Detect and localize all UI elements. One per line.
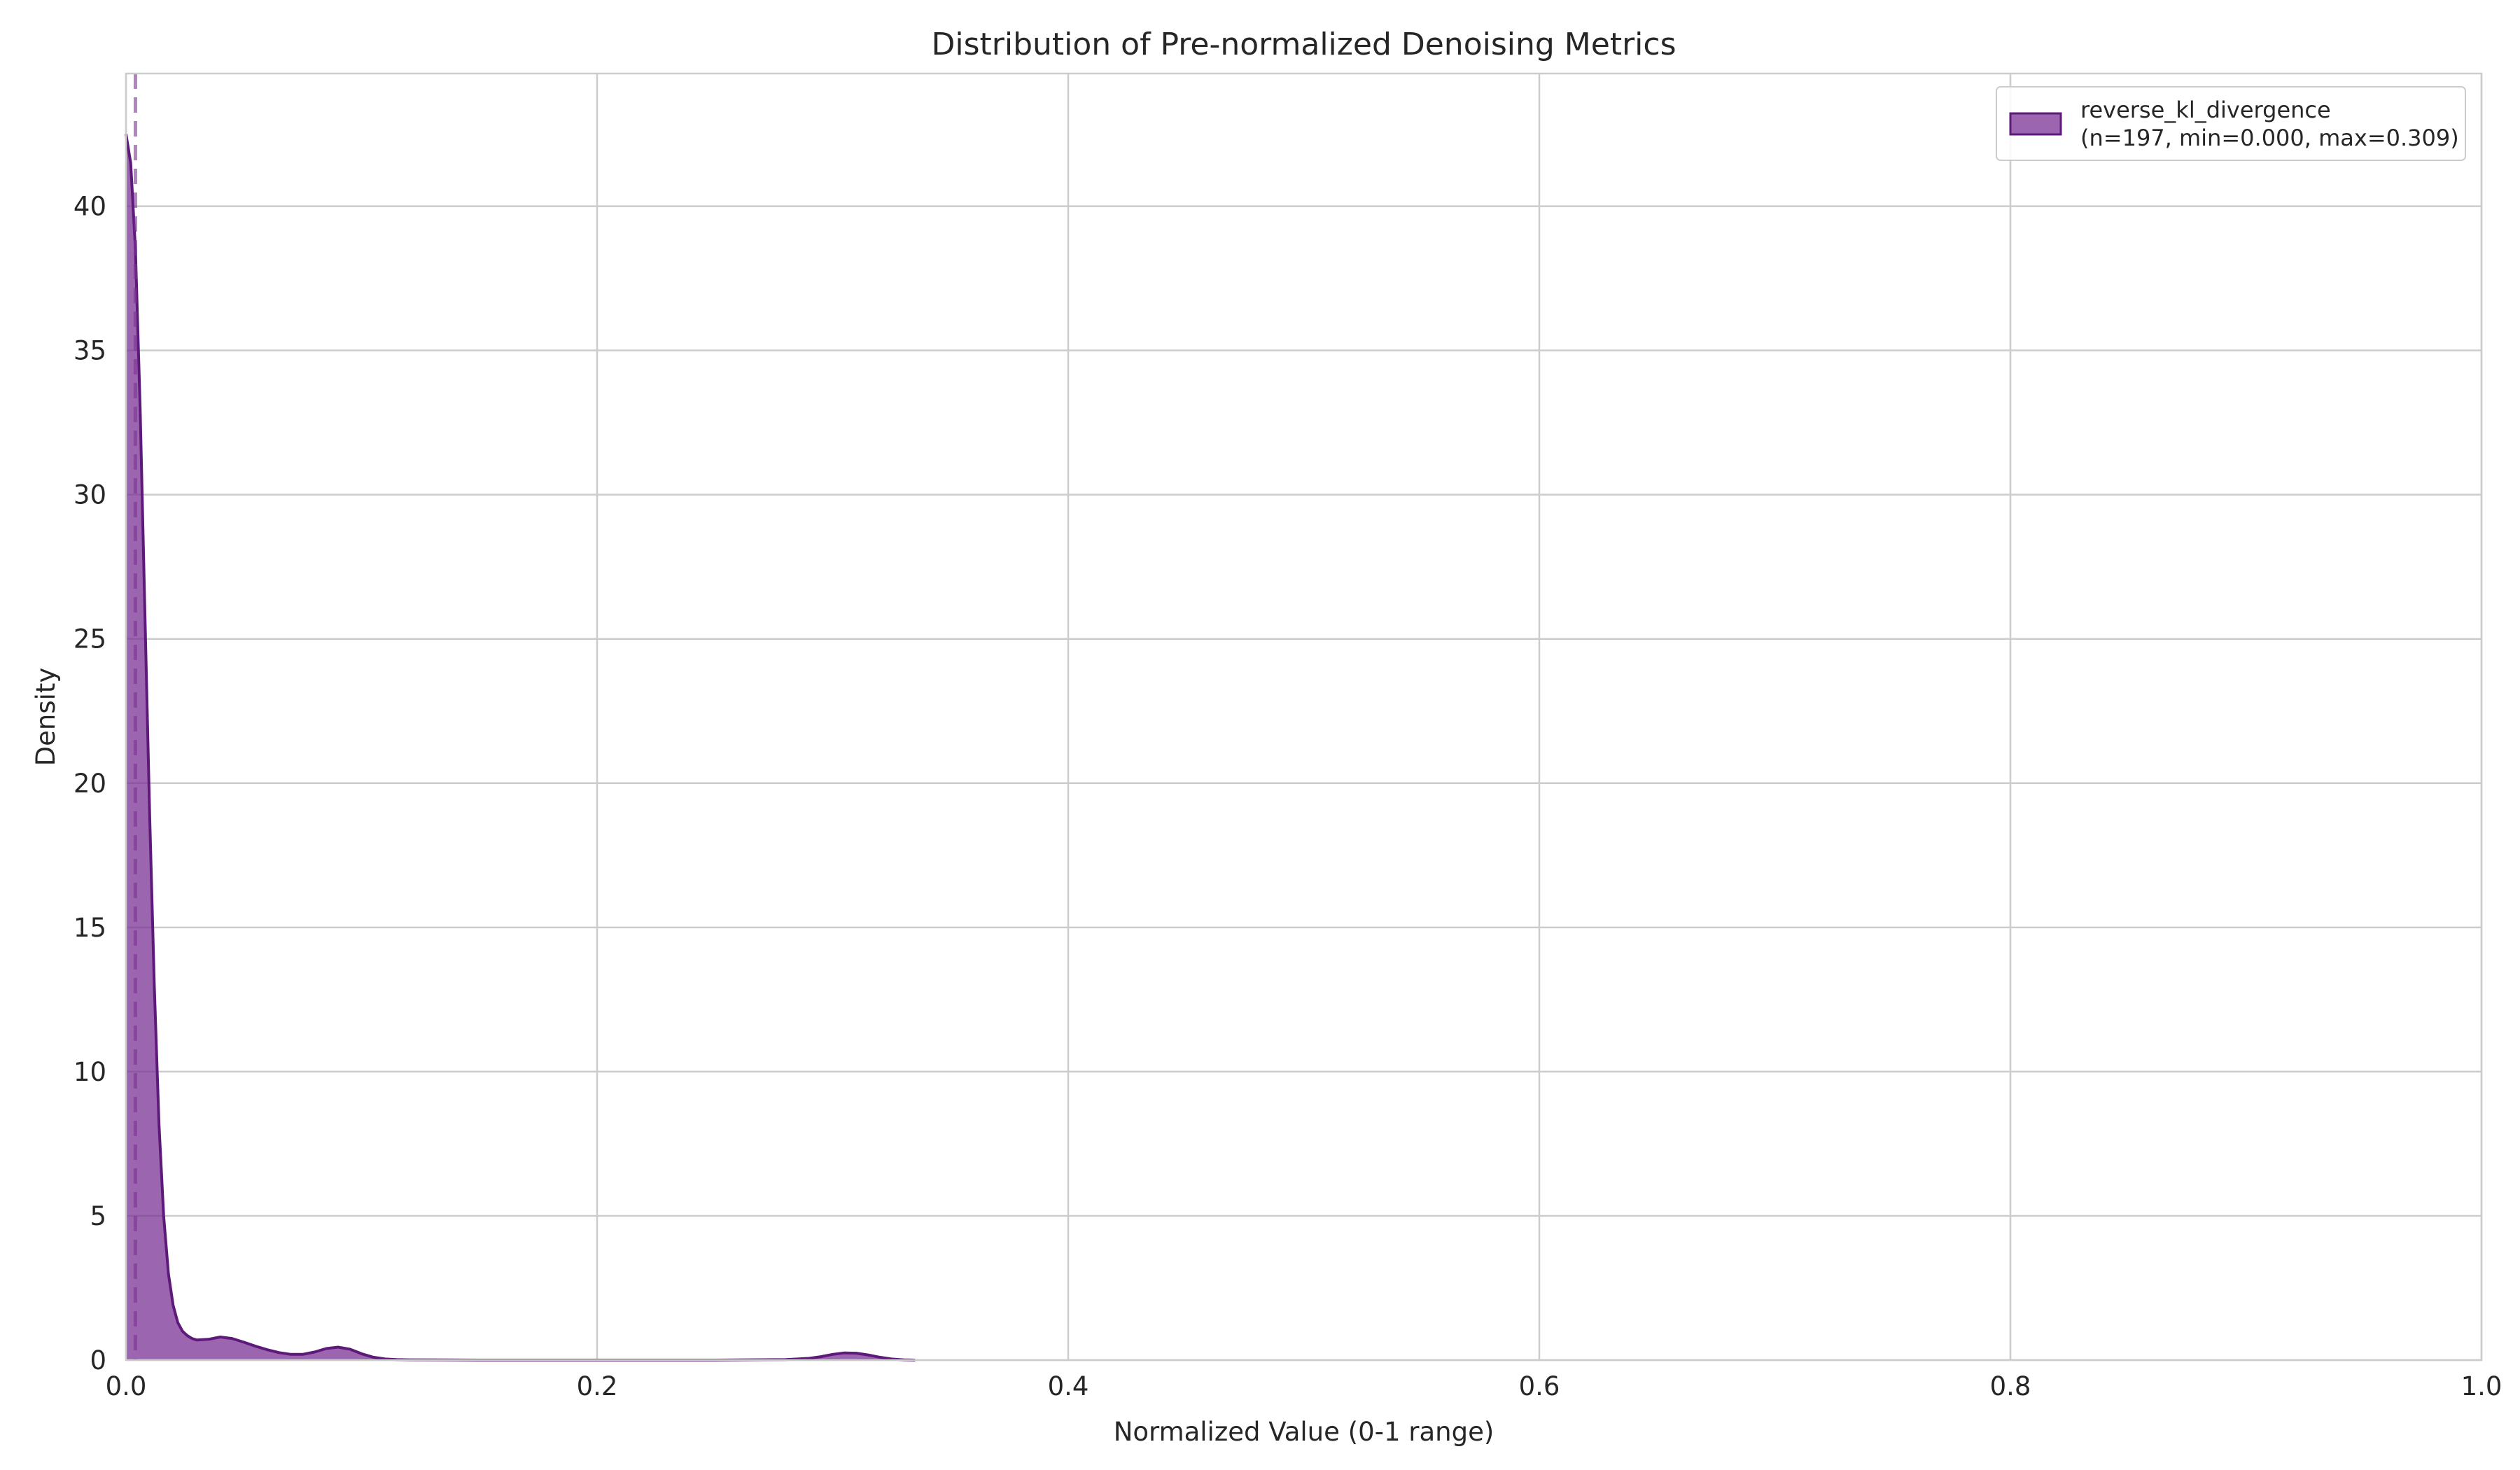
y-tick-label: 25 <box>74 624 106 654</box>
series-area-layer <box>125 134 916 1362</box>
x-tick-label: 0.4 <box>1048 1371 1089 1401</box>
plot-frame <box>125 72 2483 1362</box>
y-axis-label: Density <box>31 668 61 766</box>
y-tick-label: 30 <box>74 480 106 510</box>
x-axis-label: Normalized Value (0-1 range) <box>1114 1417 1494 1447</box>
y-tick-label: 15 <box>74 913 106 943</box>
y-tick-label: 35 <box>74 336 106 366</box>
y-tick-label: 20 <box>74 769 106 799</box>
x-tick-label: 0.2 <box>577 1371 618 1401</box>
legend-label-series-stats: (n=197, min=0.000, max=0.309) <box>2080 125 2459 151</box>
x-tick-label: 0.0 <box>106 1371 147 1401</box>
x-tick-labels: 0.0 0.2 0.4 0.6 0.8 1.0 <box>106 1371 2502 1401</box>
legend: reverse_kl_divergence (n=197, min=0.000,… <box>1996 86 2466 161</box>
y-tick-label: 40 <box>74 192 106 222</box>
y-tick-label: 10 <box>74 1057 106 1087</box>
x-tick-label: 1.0 <box>2461 1371 2502 1401</box>
chart-title: Distribution of Pre-normalized Denoising… <box>931 27 1676 62</box>
series-line <box>125 134 916 1362</box>
legend-swatch <box>2009 112 2062 136</box>
y-tick-label: 5 <box>90 1201 106 1231</box>
plot-area <box>126 74 2482 1360</box>
y-tick-label: 0 <box>90 1345 106 1376</box>
legend-box <box>1996 86 2466 161</box>
grid <box>125 74 2483 1362</box>
x-tick-label: 0.8 <box>1990 1371 2031 1401</box>
legend-label-series-name: reverse_kl_divergence <box>2080 97 2331 123</box>
x-tick-label: 0.6 <box>1519 1371 1560 1401</box>
y-tick-labels: 0 5 10 15 20 25 30 35 40 <box>74 192 106 1376</box>
